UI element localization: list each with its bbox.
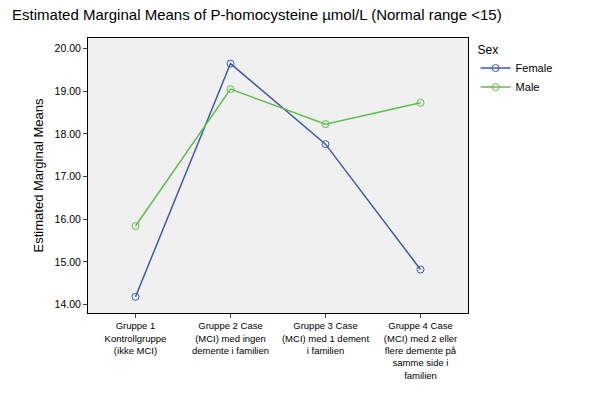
svg-text:14.00: 14.00 [55, 298, 81, 310]
svg-text:Sex: Sex [478, 43, 499, 57]
svg-text:Gruppe 3 Case(MCI) med 1 demen: Gruppe 3 Case(MCI) med 1 dementi familie… [282, 320, 369, 356]
svg-text:Gruppe 2 Case(MCI) med ingende: Gruppe 2 Case(MCI) med ingendemente i fa… [192, 320, 269, 356]
svg-text:Estimated Marginal Means of P-: Estimated Marginal Means of P-homocystei… [12, 6, 502, 23]
svg-text:Male: Male [516, 81, 540, 93]
svg-text:19.00: 19.00 [55, 85, 81, 97]
svg-text:Female: Female [516, 62, 553, 74]
svg-text:18.00: 18.00 [55, 128, 81, 140]
svg-text:16.00: 16.00 [55, 213, 81, 225]
svg-text:Gruppe 1Kontrollgruppe(ikke MC: Gruppe 1Kontrollgruppe(ikke MCI) [105, 320, 167, 356]
svg-text:20.00: 20.00 [55, 42, 81, 54]
svg-text:Estimated Marginal Means: Estimated Marginal Means [31, 98, 46, 252]
svg-text:17.00: 17.00 [55, 170, 81, 182]
svg-text:15.00: 15.00 [55, 256, 81, 268]
svg-text:Gruppe 4 Case(MCI) med 2 eller: Gruppe 4 Case(MCI) med 2 ellerflere deme… [384, 320, 457, 380]
